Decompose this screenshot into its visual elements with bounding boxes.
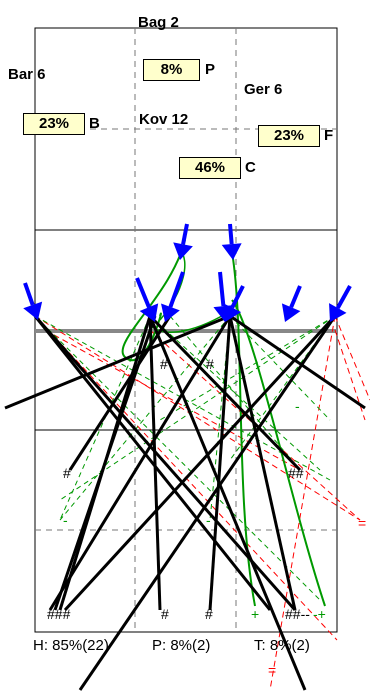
black-trajectory-9 [78,315,337,691]
mark-dash-green-2: - [63,512,68,528]
percent-letter-p: P [205,61,216,78]
blue-arrow-2 [135,277,159,322]
green-dash-trajectory-8 [169,315,301,471]
green-dash-trajectory-1 [34,315,321,601]
mark-equals-red-1: = [358,515,367,531]
percent-box-f: 23% [258,125,320,147]
blue-arrow-7 [223,285,245,322]
blue-arrow-5 [221,223,242,260]
black-trajectory-13 [68,315,172,471]
red-trajectory-3 [334,315,370,401]
area-box-bottom [34,429,338,633]
percent-letter-c: C [245,159,256,176]
green-path-3 [231,299,326,607]
mark-hash-4: # [161,606,169,622]
mark-hash-1: # [160,356,168,372]
green-dash-trajectory-7 [59,315,336,501]
area-label-left: Bar 6 [8,66,46,83]
black-trajectory-2 [148,315,162,611]
mark-dash-plus: -+ [313,606,326,622]
green-dash-trajectory-5 [229,315,331,421]
percent-letter-b: B [89,115,100,132]
footer-t-stat: T: 8%(2) [254,637,310,654]
mark-double-hash-dash: ##-- [285,606,310,622]
mark-hash-2: # [206,356,214,372]
black-trajectory-12 [229,314,366,410]
percent-box-p: 8% [143,59,200,81]
red-trajectory-1 [34,315,361,521]
mark-equals-red-2: = [268,662,277,678]
mark-double-hash-1: ## [288,465,304,481]
mark-dash-green-1: - [295,398,300,414]
black-trajectory-5 [208,315,232,611]
blue-arrow-8 [281,285,302,322]
green-dash-trajectory-6 [159,315,336,421]
area-label-top: Bag 2 [138,14,179,31]
mark-plus: + [251,606,260,622]
red-trajectory-2 [269,315,336,691]
blue-arrow-9 [329,285,352,322]
area-label-center: Kov 12 [139,111,189,128]
footer-h-stat: H: 85%(22) [33,637,109,654]
area-label-right: Ger 6 [244,81,283,98]
green-dash-trajectory-9 [209,315,231,521]
mark-hash-3: # [63,465,71,481]
green-dash-trajectory-3 [149,315,321,471]
percent-box-c: 46% [179,157,241,179]
black-trajectory-7 [4,314,231,410]
mark-hash-5: # [205,606,213,622]
black-trajectory-6 [48,315,232,611]
black-trajectory-10 [148,315,307,691]
black-trajectory-11 [228,315,297,611]
mark-triple-hash: ### [47,606,71,622]
black-trajectory-14 [148,314,302,472]
footer-p-stat: P: 8%(2) [152,637,211,654]
black-trajectory-1 [33,315,272,611]
blue-arrow-3 [161,271,185,322]
percent-letter-f: F [324,127,334,144]
black-trajectory-8 [63,314,337,612]
percent-box-b: 23% [23,113,85,135]
red-trajectory-6 [334,329,366,421]
blue-arrow-1 [23,282,43,320]
blue-arrow-4 [173,223,193,260]
mark-dash-green-3: - [206,512,211,528]
